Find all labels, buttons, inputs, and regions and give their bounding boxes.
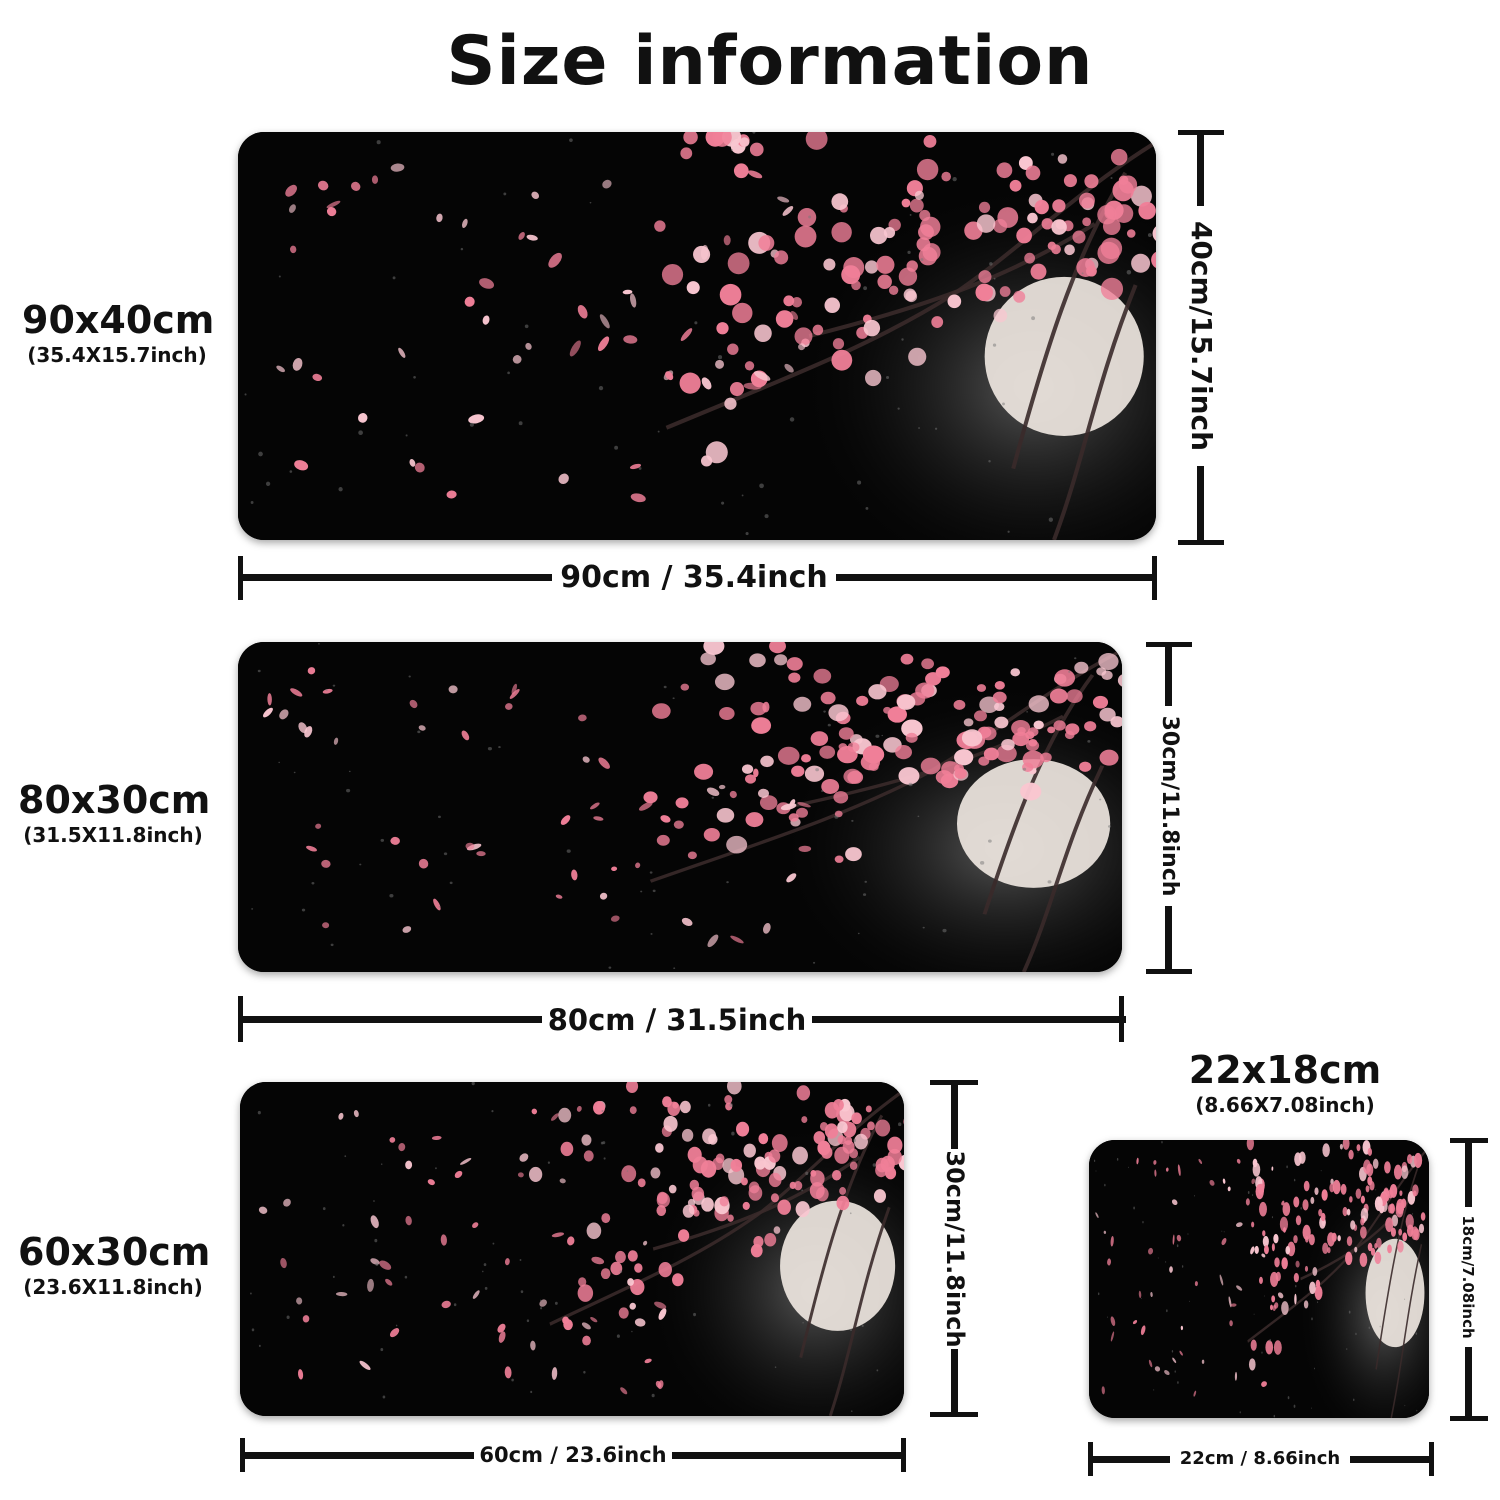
mousepad-image-mini <box>1089 1140 1429 1418</box>
size-label-group: 90x40cm (35.4X15.7inch) <box>22 298 215 368</box>
size-label-group: 60x30cm (23.6X11.8inch) <box>18 1230 211 1300</box>
dimension-cap <box>1429 1442 1434 1476</box>
mousepad-image-large <box>238 132 1156 540</box>
dimension-cap <box>1450 1416 1488 1421</box>
height-dimension-label: 30cm/11.8inch <box>936 1149 974 1349</box>
size-label: 22x18cm <box>1188 1048 1382 1092</box>
size-label-group: 22x18cm (8.66X7.08inch) <box>1180 1048 1390 1118</box>
dimension-cap <box>930 1412 978 1417</box>
mousepad-image-medium <box>238 642 1122 972</box>
size-label: 90x40cm <box>22 298 215 342</box>
mousepad-image-small <box>240 1082 904 1416</box>
height-dimension-label: 30cm/11.8inch <box>1151 706 1187 906</box>
size-sublabel: (35.4X15.7inch) <box>27 343 207 367</box>
cherry-blossom-artwork <box>240 1082 904 1416</box>
width-dimension-label: 60cm / 23.6inch <box>474 1440 672 1470</box>
dimension-cap <box>1178 540 1224 545</box>
cherry-blossom-artwork <box>238 132 1156 540</box>
dimension-cap <box>1152 556 1157 600</box>
size-sublabel: (8.66X7.08inch) <box>1195 1093 1375 1117</box>
dimension-cap <box>1119 996 1124 1042</box>
width-dimension-label: 90cm / 35.4inch <box>552 558 836 598</box>
dimension-cap <box>1146 969 1192 974</box>
width-dimension-label: 80cm / 31.5inch <box>542 1000 812 1040</box>
cherry-blossom-artwork <box>238 642 1122 972</box>
height-dimension-label: 18cm/7.08inch <box>1453 1207 1483 1347</box>
page-title: Size information <box>446 22 1094 101</box>
cherry-blossom-artwork <box>1089 1140 1429 1418</box>
dimension-cap <box>901 1438 906 1472</box>
size-sublabel: (23.6X11.8inch) <box>23 1275 203 1299</box>
size-label-group: 80x30cm (31.5X11.8inch) <box>18 778 211 848</box>
size-label: 80x30cm <box>18 778 211 822</box>
size-label: 60x30cm <box>18 1230 211 1274</box>
width-dimension-label: 22cm / 8.66inch <box>1170 1444 1350 1474</box>
height-dimension-label: 40cm/15.7inch <box>1181 206 1221 466</box>
size-sublabel: (31.5X11.8inch) <box>23 823 203 847</box>
